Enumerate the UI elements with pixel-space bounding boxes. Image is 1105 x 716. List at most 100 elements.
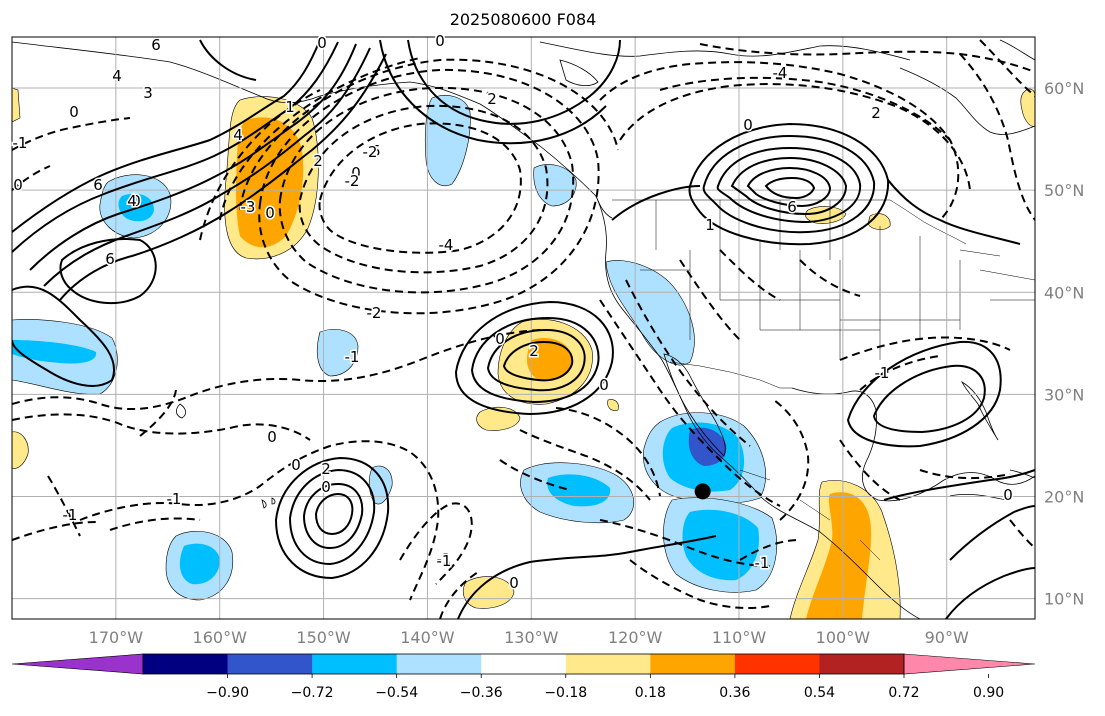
colorbar-tick-label: −0.36 bbox=[460, 685, 503, 701]
contour-label: -4 bbox=[773, 64, 788, 82]
alaska-coast bbox=[12, 41, 613, 219]
west-coast-na bbox=[595, 195, 921, 619]
lat-label: 30°N bbox=[1044, 385, 1084, 404]
contour-label: 0 bbox=[291, 456, 301, 474]
lon-label: 140°W bbox=[400, 628, 455, 647]
contour-label: 0 bbox=[495, 330, 505, 348]
contour-label: 0 bbox=[509, 574, 519, 592]
contour-label: 0 bbox=[131, 192, 141, 210]
contour-label: 5 bbox=[371, 142, 381, 160]
lat-label: 60°N bbox=[1044, 79, 1084, 98]
contour-label: -2 bbox=[367, 304, 382, 322]
contour-label: -1 bbox=[437, 552, 452, 570]
contour-label: 1 bbox=[285, 98, 295, 116]
contour-label: -1 bbox=[437, 550, 452, 568]
low-north-pacific bbox=[318, 122, 522, 254]
colorbar-bin bbox=[819, 654, 905, 674]
contour-label: 6 bbox=[93, 176, 103, 194]
negative-contours bbox=[12, 39, 1035, 619]
contour-label: 2 bbox=[321, 460, 331, 478]
lon-label: 120°W bbox=[608, 628, 663, 647]
contour-label: 6 bbox=[105, 250, 115, 268]
contour-label: 0 bbox=[351, 164, 361, 182]
contour-label: -1 bbox=[167, 490, 182, 508]
positive-contours bbox=[12, 39, 1035, 619]
colorbar-bin bbox=[734, 654, 820, 674]
hudson-bay-coast bbox=[899, 67, 1035, 135]
colorbar-bin bbox=[565, 654, 651, 674]
lon-label: 90°W bbox=[925, 628, 969, 647]
colorbar-tick-label: 0.54 bbox=[804, 685, 835, 701]
high-southeast bbox=[846, 340, 1002, 448]
high-hawaii bbox=[274, 456, 390, 580]
longitude-labels: 170°W 160°W 150°W 140°W 130°W 120°W 110°W 100°W… bbox=[89, 628, 969, 647]
grid-layer bbox=[12, 37, 1035, 619]
contour-label: 4 bbox=[127, 192, 137, 210]
contour-label: 3 bbox=[143, 84, 153, 102]
contour-label: -1 bbox=[63, 506, 78, 524]
storm-center-marker bbox=[694, 483, 711, 500]
contour-label: -1 bbox=[345, 348, 360, 366]
contour-label: -4 bbox=[439, 236, 454, 254]
colorbar-bin bbox=[143, 654, 229, 674]
florida bbox=[961, 380, 999, 441]
map-frame bbox=[11, 36, 1036, 620]
contour-label: 0 bbox=[599, 376, 609, 394]
map-title: 2025080600 F084 bbox=[450, 10, 597, 29]
latitude-labels: 60°N 50°N 40°N 30°N 20°N 10°N bbox=[1044, 79, 1084, 609]
lon-label: 130°W bbox=[504, 628, 559, 647]
colorbar-tick-label: −0.72 bbox=[291, 685, 334, 701]
colorbar-bin bbox=[650, 654, 736, 674]
contour-label: 4 bbox=[112, 67, 122, 85]
colorbar-tick-label: 0.72 bbox=[888, 685, 919, 701]
colorbar-under bbox=[11, 653, 144, 675]
lat-label: 10°N bbox=[1044, 590, 1084, 609]
contour-label: 0 bbox=[69, 103, 79, 121]
canadian-arctic bbox=[539, 41, 911, 61]
lon-label: 100°W bbox=[816, 628, 871, 647]
colorbar-tick-label: −0.90 bbox=[206, 685, 249, 701]
contour-label: -1 bbox=[875, 364, 890, 382]
contour-label: 0 bbox=[321, 478, 331, 496]
shading-layer bbox=[12, 87, 1035, 619]
colorbar-tick-label: −0.54 bbox=[375, 685, 418, 701]
colorbar-bin bbox=[481, 654, 567, 674]
contour-label: 0 bbox=[267, 428, 277, 446]
high-north-america bbox=[688, 122, 890, 246]
colorbar-tick-label: −0.18 bbox=[544, 685, 587, 701]
negative-anomaly-baja bbox=[605, 260, 695, 366]
baja-peninsula bbox=[663, 353, 726, 457]
colorbar-tick-labels: −0.90 −0.72 −0.54 −0.36 −0.18 0.18 0.36 0.54 0.7… bbox=[206, 674, 1004, 701]
contour-label: 0 bbox=[435, 32, 445, 50]
colorbar-tick-label: 0.18 bbox=[635, 685, 666, 701]
negative-anomaly-mid bbox=[317, 329, 359, 377]
negative-anomaly-goa bbox=[424, 95, 471, 186]
contour-label: 0 bbox=[743, 116, 753, 134]
colorbar-bin bbox=[312, 654, 398, 674]
lon-label: 110°W bbox=[712, 628, 767, 647]
contour-label: -2 bbox=[345, 172, 360, 190]
contour-6-west bbox=[59, 53, 387, 301]
contour-label: -1 bbox=[755, 554, 770, 572]
lat-label: 50°N bbox=[1044, 181, 1084, 200]
colorbar-tick-label: 0.90 bbox=[973, 685, 1004, 701]
colorbar-over bbox=[903, 653, 1036, 675]
contour-label: -2 bbox=[363, 143, 378, 161]
colorbar-bin bbox=[396, 654, 482, 674]
contour-label: 2 bbox=[313, 152, 323, 170]
contour-label: 6 bbox=[787, 198, 797, 216]
lat-label: 20°N bbox=[1044, 487, 1084, 506]
contour-label: 0 bbox=[1003, 486, 1013, 504]
colorbar-tick-label: 0.36 bbox=[719, 685, 750, 701]
contour-label: -1 bbox=[13, 134, 28, 152]
lon-label: 160°W bbox=[193, 628, 248, 647]
map-area bbox=[12, 37, 1035, 619]
lon-label: 170°W bbox=[89, 628, 144, 647]
colorbar-bin bbox=[227, 654, 313, 674]
colorbar bbox=[11, 653, 1036, 675]
contour-label: 0 bbox=[13, 176, 23, 194]
contour-label: 2 bbox=[871, 104, 881, 122]
